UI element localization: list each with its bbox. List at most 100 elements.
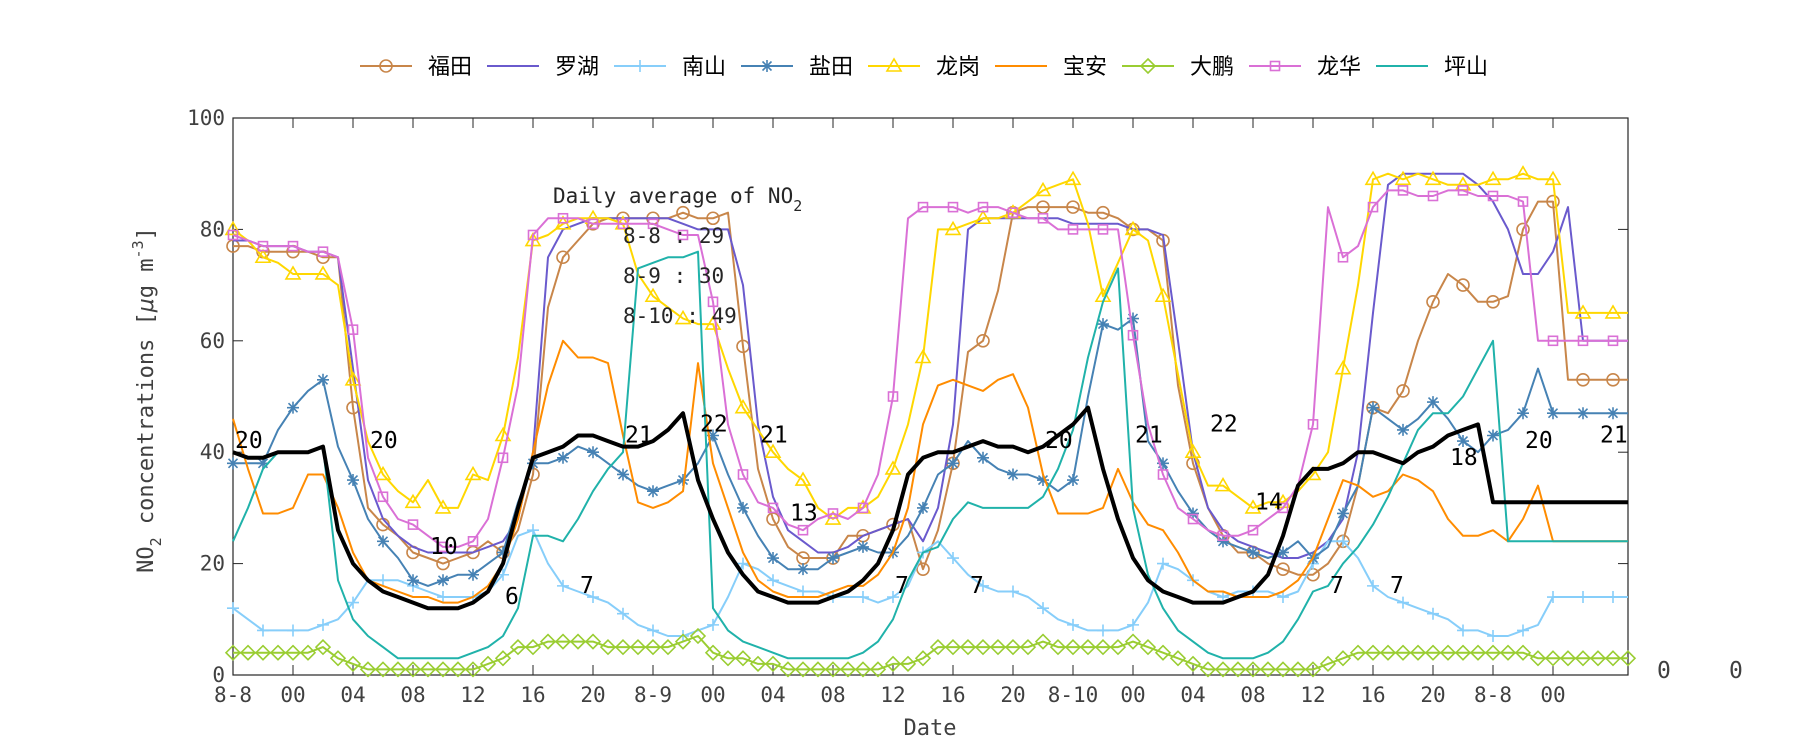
data-point <box>1409 644 1427 661</box>
data-point <box>1154 644 1172 661</box>
x-tick-label: 04 <box>1180 683 1205 707</box>
data-point <box>1187 507 1199 520</box>
y-tick-label: 80 <box>200 217 225 241</box>
data-point <box>1247 524 1259 536</box>
data-point <box>377 491 389 503</box>
data-point <box>527 524 539 537</box>
data-point <box>584 633 602 650</box>
data-point <box>677 474 689 487</box>
data-point <box>587 218 599 230</box>
data-point <box>706 211 720 226</box>
x-tick-label: 00 <box>1120 683 1145 707</box>
data-point <box>1307 419 1319 430</box>
data-point <box>1007 585 1019 598</box>
data-point <box>1426 295 1440 309</box>
right-edge-labels: 000 <box>1657 658 1743 684</box>
data-point <box>467 568 479 581</box>
right-edge-label: 0 <box>1729 658 1743 684</box>
data-point <box>224 220 242 236</box>
data-point <box>1217 530 1229 542</box>
data-point <box>1607 407 1619 420</box>
data-point <box>914 650 932 667</box>
data-point <box>1544 170 1562 186</box>
data-point <box>947 552 959 565</box>
data-point <box>749 655 767 672</box>
data-point <box>617 607 629 620</box>
data-point <box>707 618 719 631</box>
point-label: 22 <box>700 411 728 437</box>
data-point <box>347 596 359 609</box>
legend-marker <box>379 59 393 73</box>
average-line <box>232 405 1628 611</box>
series-average <box>232 405 1628 611</box>
data-point <box>1607 591 1619 604</box>
data-point <box>377 535 389 548</box>
data-point <box>916 562 930 576</box>
y-axis-label-text: NO2 concentrations [μg m-3] <box>129 227 165 573</box>
data-point <box>1037 474 1049 487</box>
data-point <box>1229 661 1247 678</box>
data-point <box>884 460 902 475</box>
data-point <box>887 391 899 402</box>
point-label: 6 <box>505 584 519 610</box>
data-point <box>1154 287 1172 303</box>
data-point <box>1127 618 1139 631</box>
data-point <box>899 655 917 672</box>
series-line <box>224 165 1628 525</box>
legend-item: 大鹏 <box>1122 55 1234 80</box>
data-point <box>977 451 989 464</box>
data-point <box>1067 474 1079 487</box>
y-axis: 0 20 40 60 80 100 <box>187 106 1628 687</box>
data-point <box>1034 181 1052 197</box>
annotation-title: Daily average of NO2 <box>553 184 802 215</box>
data-point <box>1274 661 1292 678</box>
data-point <box>1277 502 1289 514</box>
data-point <box>734 399 752 414</box>
data-point <box>1379 644 1397 661</box>
data-point <box>659 639 677 656</box>
data-point <box>1486 295 1500 309</box>
x-tick-label: 16 <box>1360 683 1385 707</box>
series-path <box>232 529 1628 637</box>
legend-item: 福田 <box>360 55 472 80</box>
data-point <box>1064 170 1082 186</box>
data-point <box>257 240 269 252</box>
data-point <box>1247 546 1259 559</box>
data-point <box>437 574 449 587</box>
data-point <box>344 371 362 386</box>
legend-item: 盐田 <box>741 55 853 80</box>
legend-item: 龙华 <box>1249 55 1361 80</box>
data-point <box>1456 278 1470 292</box>
data-point <box>854 661 872 678</box>
data-point <box>1199 661 1217 678</box>
legend-label: 盐田 <box>809 55 853 80</box>
data-point <box>1529 650 1547 667</box>
ylabel-part: g m <box>134 258 159 298</box>
data-point <box>1124 633 1142 650</box>
legend-label: 宝安 <box>1063 55 1107 80</box>
data-point <box>1364 170 1382 186</box>
data-point <box>1547 407 1559 420</box>
data-point <box>1157 469 1169 480</box>
data-point <box>449 661 467 678</box>
data-point <box>1457 185 1469 196</box>
point-label: 7 <box>1330 573 1344 599</box>
data-point <box>287 401 299 414</box>
data-point <box>674 633 692 650</box>
data-point <box>419 661 437 678</box>
y-tick-label: 60 <box>200 329 225 353</box>
legend-item: 南山 <box>614 55 726 80</box>
data-point <box>887 591 899 604</box>
data-point <box>976 333 990 348</box>
data-point <box>737 557 749 570</box>
data-point <box>1304 661 1322 678</box>
data-point <box>1576 372 1590 387</box>
data-point <box>1157 457 1169 470</box>
data-point <box>317 246 329 257</box>
data-point <box>1187 513 1199 525</box>
annotation-line: 8-9 : 30 <box>623 264 724 288</box>
data-point <box>509 639 527 656</box>
data-point <box>1109 639 1127 656</box>
legend-label: 坪山 <box>1444 55 1488 80</box>
data-point <box>617 218 629 230</box>
